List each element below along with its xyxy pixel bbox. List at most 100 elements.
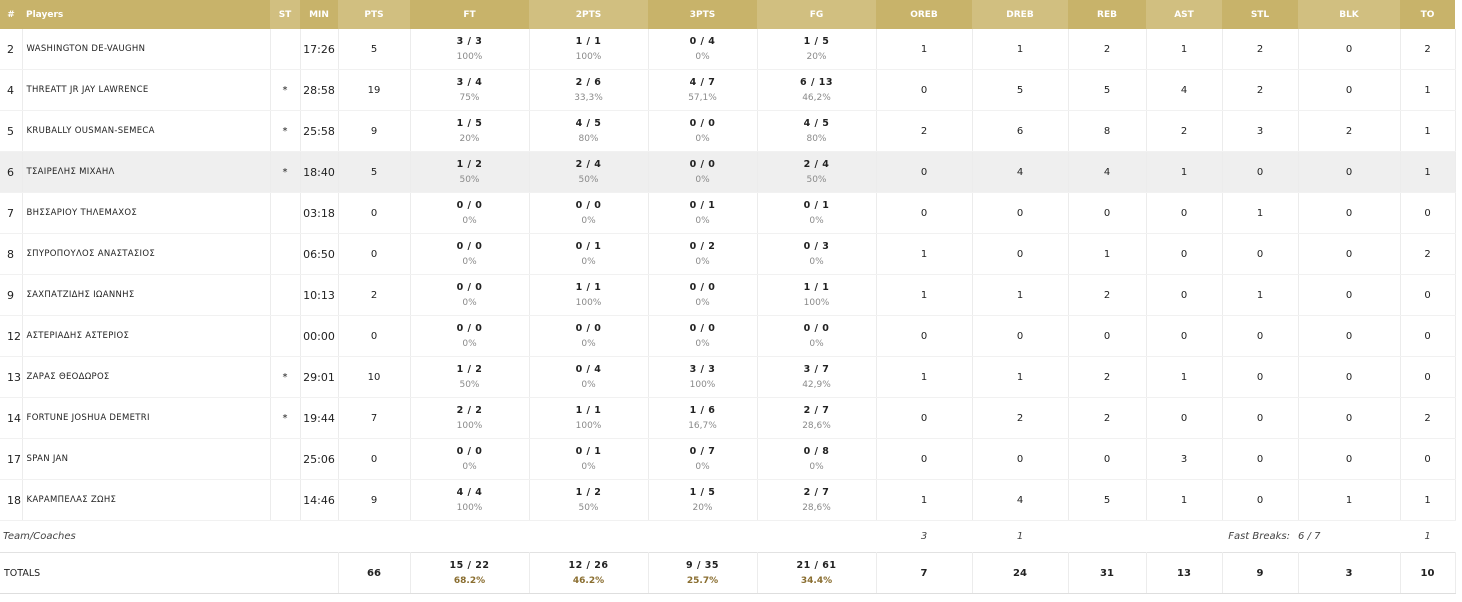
player-ft: 1 / 2 50% <box>410 151 530 193</box>
player-oreb: 1 <box>876 29 973 70</box>
col-blk-header[interactable]: BLK <box>1298 0 1400 29</box>
fg-percentage: 20% <box>806 52 827 62</box>
player-name[interactable]: ΚΑΡΑΜΠΕΛΑΣ ΖΩΗΣ <box>22 479 271 521</box>
player-3pts: 1 / 6 16,7% <box>648 397 758 439</box>
col-ast-header[interactable]: AST <box>1146 0 1222 29</box>
col-reb-header[interactable]: REB <box>1068 0 1146 29</box>
fg-percentage: 0% <box>809 257 824 267</box>
col-oreb-header[interactable]: OREB <box>876 0 972 29</box>
col-ft-header[interactable]: FT <box>410 0 529 29</box>
player-3pts: 0 / 7 0% <box>648 438 758 480</box>
player-blk: 0 <box>1298 151 1401 193</box>
fg-made-attempted: 2 / 7 <box>803 405 830 416</box>
player-reb: 1 <box>1068 233 1147 275</box>
player-dreb: 4 <box>972 479 1069 521</box>
ft-percentage: 20% <box>459 134 480 144</box>
ft-percentage: 0% <box>462 298 477 308</box>
player-name[interactable]: ΒΗΣΣΑΡΙΟΥ ΤΗΛΕΜΑΧΟΣ <box>22 192 271 234</box>
player-blk: 0 <box>1298 274 1401 316</box>
player-2pts: 4 / 5 80% <box>529 110 649 152</box>
player-blk: 0 <box>1298 315 1401 357</box>
fast-breaks-value: 6 / 7 <box>1298 531 1321 542</box>
player-name[interactable]: ΑΣΤΕΡΙΑΔΗΣ ΑΣΤΕΡΙΟΣ <box>22 315 271 357</box>
player-3pts: 0 / 0 0% <box>648 110 758 152</box>
player-stl: 0 <box>1222 233 1299 275</box>
player-ast: 1 <box>1146 29 1223 70</box>
col-stl-header[interactable]: STL <box>1222 0 1298 29</box>
player-name[interactable]: ΣΠΥΡΟΠΟΥΛΟΣ ΑΝΑΣΤΑΣΙΟΣ <box>22 233 271 275</box>
player-number: 13 <box>0 356 23 398</box>
player-ast: 0 <box>1146 315 1223 357</box>
team-dreb: 1 <box>1016 531 1024 542</box>
player-name[interactable]: THREATT JR JAY LAWRENCE <box>22 69 271 111</box>
player-stl: 2 <box>1222 29 1299 70</box>
ft-made-attempted: 3 / 4 <box>456 77 483 88</box>
player-stl: 0 <box>1222 315 1299 357</box>
player-dreb: 6 <box>972 110 1069 152</box>
fg-percentage: 34.4% <box>800 576 833 586</box>
player-number: 2 <box>0 29 23 70</box>
player-3pts: 3 / 3 100% <box>648 356 758 398</box>
player-name[interactable]: WASHINGTON DE-VAUGHN <box>22 29 271 70</box>
player-fg: 3 / 7 42,9% <box>757 356 877 398</box>
player-fg: 1 / 5 20% <box>757 29 877 70</box>
player-reb: 2 <box>1068 29 1147 70</box>
col-pts-header[interactable]: PTS <box>338 0 410 29</box>
player-2pts: 0 / 0 0% <box>529 192 649 234</box>
fast-breaks-label: Fast Breaks: <box>1228 531 1290 542</box>
player-ast: 0 <box>1146 274 1223 316</box>
player-ast: 1 <box>1146 151 1223 193</box>
player-name[interactable]: SPAN JAN <box>22 438 271 480</box>
two-percentage: 100% <box>575 421 602 431</box>
two-percentage: 0% <box>581 339 596 349</box>
col-players-header[interactable]: Players <box>22 0 270 29</box>
totals-ast: 13 <box>1146 552 1223 594</box>
player-number: 17 <box>0 438 23 480</box>
player-2pts: 1 / 2 50% <box>529 479 649 521</box>
player-name[interactable]: KRUBALLY OUSMAN-SEMECA <box>22 110 271 152</box>
col-fg-header[interactable]: FG <box>757 0 876 29</box>
fg-made-attempted: 2 / 7 <box>803 487 830 498</box>
player-oreb: 1 <box>876 356 973 398</box>
col-3pts-header[interactable]: 3PTS <box>648 0 757 29</box>
player-name[interactable]: ΣΑΧΠΑΤΖΙΔΗΣ ΙΩΑΝΝΗΣ <box>22 274 271 316</box>
player-ft: 1 / 5 20% <box>410 110 530 152</box>
player-ast: 3 <box>1146 438 1223 480</box>
fg-percentage: 28,6% <box>802 503 831 513</box>
player-reb: 8 <box>1068 110 1147 152</box>
player-fg: 0 / 8 0% <box>757 438 877 480</box>
player-ast: 1 <box>1146 356 1223 398</box>
player-name[interactable]: ΖΑΡΑΣ ΘΕΟΔΩΡΟΣ <box>22 356 271 398</box>
player-name[interactable]: ΤΣΑΙΡΕΛΗΣ ΜΙΧΑΗΛ <box>22 151 271 193</box>
col-min-header[interactable]: MIN <box>300 0 338 29</box>
player-points: 0 <box>338 315 411 357</box>
three-percentage: 0% <box>695 134 710 144</box>
player-number: 4 <box>0 69 23 111</box>
player-oreb: 0 <box>876 151 973 193</box>
col-dreb-header[interactable]: DREB <box>972 0 1068 29</box>
player-number: 5 <box>0 110 23 152</box>
col-2pts-header[interactable]: 2PTS <box>529 0 648 29</box>
three-made-attempted: 0 / 0 <box>689 323 716 334</box>
player-ft: 3 / 4 75% <box>410 69 530 111</box>
ft-percentage: 0% <box>462 257 477 267</box>
ft-made-attempted: 2 / 2 <box>456 405 483 416</box>
totals-label: TOTALS <box>0 552 339 594</box>
totals-to: 10 <box>1400 552 1456 594</box>
fg-made-attempted: 0 / 0 <box>803 323 830 334</box>
starter-marker: * <box>270 110 301 152</box>
player-to: 0 <box>1400 356 1456 398</box>
player-minutes: 29:01 <box>300 356 339 398</box>
three-percentage: 0% <box>695 298 710 308</box>
player-name[interactable]: FORTUNE JOSHUA DEMETRI <box>22 397 271 439</box>
player-to: 1 <box>1400 151 1456 193</box>
player-3pts: 1 / 5 20% <box>648 479 758 521</box>
col-num-header[interactable]: # <box>0 0 22 29</box>
player-ast: 0 <box>1146 397 1223 439</box>
player-stl: 3 <box>1222 110 1299 152</box>
two-made-attempted: 1 / 1 <box>575 282 602 293</box>
player-row: 9 ΣΑΧΠΑΤΖΙΔΗΣ ΙΩΑΝΝΗΣ 10:13 2 0 / 0 0% 1 … <box>0 274 1456 316</box>
fg-made-attempted: 0 / 8 <box>803 446 830 457</box>
col-st-header[interactable]: ST <box>270 0 300 29</box>
col-to-header[interactable]: TO <box>1400 0 1455 29</box>
